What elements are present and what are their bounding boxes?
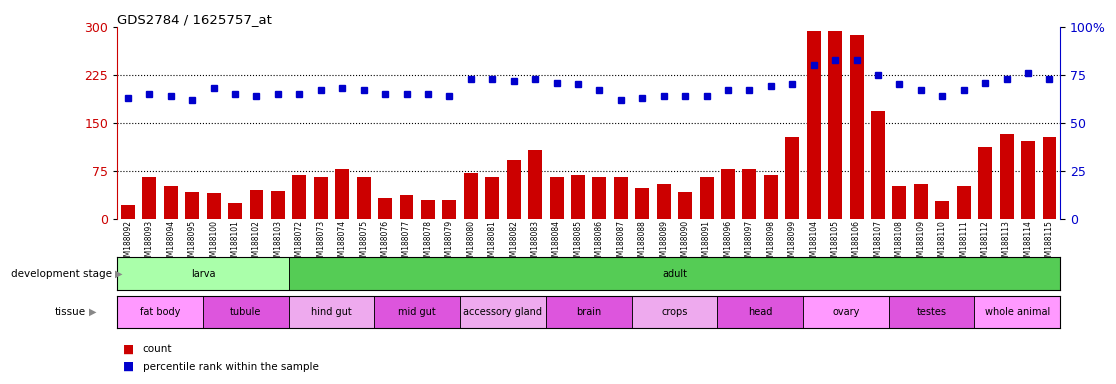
Bar bbox=[974, 296, 1060, 328]
Bar bbox=[593, 177, 606, 219]
Bar bbox=[807, 31, 820, 219]
Bar bbox=[935, 201, 950, 219]
Bar bbox=[374, 296, 460, 328]
Text: head: head bbox=[748, 307, 772, 317]
Text: adult: adult bbox=[662, 268, 687, 279]
Bar bbox=[979, 147, 992, 219]
Text: testes: testes bbox=[916, 307, 946, 317]
Bar bbox=[742, 169, 757, 219]
Bar bbox=[164, 185, 177, 219]
Text: larva: larva bbox=[191, 268, 215, 279]
Bar bbox=[804, 296, 888, 328]
Text: ■: ■ bbox=[123, 343, 134, 356]
Bar bbox=[464, 173, 478, 219]
Text: ■: ■ bbox=[123, 360, 134, 373]
Text: tubule: tubule bbox=[230, 307, 261, 317]
Text: GDS2784 / 1625757_at: GDS2784 / 1625757_at bbox=[117, 13, 272, 26]
Bar bbox=[335, 169, 349, 219]
Bar bbox=[718, 296, 804, 328]
Bar bbox=[292, 175, 306, 219]
Bar bbox=[656, 184, 671, 219]
Bar bbox=[143, 177, 156, 219]
Bar bbox=[635, 188, 650, 219]
Text: ▶: ▶ bbox=[115, 268, 123, 279]
Bar bbox=[117, 257, 289, 290]
Bar bbox=[460, 296, 546, 328]
Bar bbox=[1000, 134, 1013, 219]
Bar bbox=[849, 35, 864, 219]
Bar bbox=[250, 190, 263, 219]
Text: count: count bbox=[143, 344, 172, 354]
Bar bbox=[528, 150, 542, 219]
Bar bbox=[679, 192, 692, 219]
Bar bbox=[206, 193, 221, 219]
Bar bbox=[228, 203, 242, 219]
Bar bbox=[117, 296, 203, 328]
Bar bbox=[571, 175, 585, 219]
Bar bbox=[271, 191, 285, 219]
Bar bbox=[956, 185, 971, 219]
Bar bbox=[1021, 141, 1035, 219]
Bar bbox=[485, 177, 499, 219]
Bar bbox=[121, 205, 135, 219]
Bar bbox=[507, 160, 521, 219]
Bar bbox=[786, 137, 799, 219]
Bar bbox=[914, 184, 927, 219]
Bar bbox=[378, 198, 392, 219]
Bar bbox=[314, 177, 328, 219]
Bar bbox=[289, 257, 1060, 290]
Bar bbox=[357, 177, 371, 219]
Text: fat body: fat body bbox=[140, 307, 180, 317]
Text: hind gut: hind gut bbox=[311, 307, 352, 317]
Text: tissue: tissue bbox=[55, 307, 86, 317]
Text: crops: crops bbox=[662, 307, 687, 317]
Bar bbox=[421, 200, 435, 219]
Bar bbox=[1042, 137, 1057, 219]
Text: percentile rank within the sample: percentile rank within the sample bbox=[143, 362, 319, 372]
Bar bbox=[888, 296, 974, 328]
Bar bbox=[763, 175, 778, 219]
Text: accessory gland: accessory gland bbox=[463, 307, 542, 317]
Bar bbox=[872, 111, 885, 219]
Text: mid gut: mid gut bbox=[398, 307, 436, 317]
Bar bbox=[185, 192, 199, 219]
Bar bbox=[721, 169, 735, 219]
Bar bbox=[203, 296, 289, 328]
Bar bbox=[546, 296, 632, 328]
Bar bbox=[400, 195, 414, 219]
Bar bbox=[549, 177, 564, 219]
Bar bbox=[614, 177, 628, 219]
Text: whole animal: whole animal bbox=[984, 307, 1050, 317]
Bar bbox=[632, 296, 718, 328]
Bar bbox=[828, 31, 843, 219]
Text: ▶: ▶ bbox=[89, 307, 97, 317]
Bar bbox=[289, 296, 374, 328]
Text: development stage: development stage bbox=[10, 268, 112, 279]
Text: brain: brain bbox=[576, 307, 602, 317]
Text: ovary: ovary bbox=[833, 307, 859, 317]
Bar bbox=[442, 200, 456, 219]
Bar bbox=[893, 185, 906, 219]
Bar bbox=[700, 177, 713, 219]
